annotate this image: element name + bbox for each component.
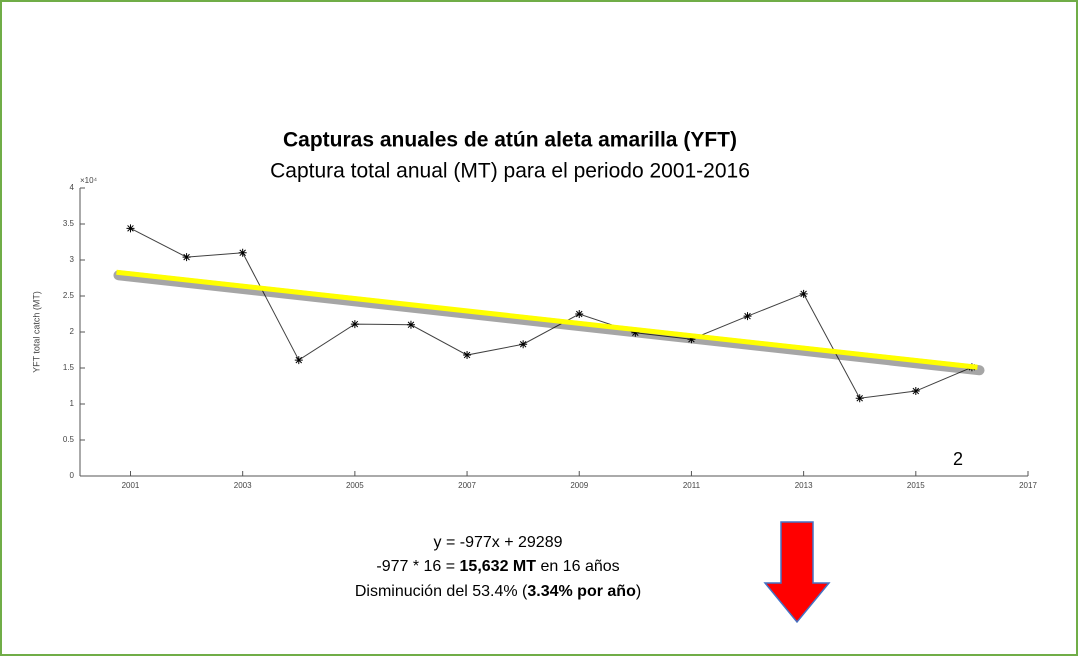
y-tick-label: 0.5 (63, 435, 75, 444)
asterisk-marker (463, 351, 472, 360)
y-tick-label: 4 (70, 183, 75, 192)
trend-line (116, 269, 978, 370)
y-tick-label: 1.5 (63, 363, 75, 372)
x-tick-label: 2005 (346, 481, 364, 490)
asterisk-marker (911, 387, 920, 396)
asterisk-marker (294, 356, 303, 365)
text-part: en 16 años (536, 558, 620, 575)
annotation: 2 (953, 449, 963, 469)
chart-subtitle: Captura total anual (MT) para el periodo… (270, 160, 750, 183)
x-tick-label: 2009 (570, 481, 588, 490)
text-part: ) (636, 583, 641, 600)
x-tick-label: 2003 (234, 481, 252, 490)
asterisk-marker (350, 320, 359, 329)
x-tick-label: 2007 (458, 481, 476, 490)
asterisk-marker (631, 328, 640, 337)
text-part: -977 * 16 = (376, 558, 459, 575)
text-part: Disminución del 53.4% ( (355, 583, 528, 600)
y-tick-label: 0 (70, 471, 75, 480)
text-bold: 15,632 MT (460, 558, 537, 575)
y-tick-label: 1 (70, 399, 75, 408)
asterisk-marker (406, 320, 415, 329)
asterisk-marker (238, 248, 247, 257)
asterisk-marker (126, 224, 135, 233)
percent-decline: Disminución del 53.4% (3.34% por año) (355, 583, 641, 600)
x-tick-label: 2001 (122, 481, 140, 490)
equation: y = -977x + 29289 (434, 534, 563, 551)
text-bold: 3.34% por año (527, 583, 636, 600)
asterisk-marker (687, 335, 696, 344)
total-decline: -977 * 16 = 15,632 MT en 16 años (376, 558, 619, 575)
asterisk-marker (182, 253, 191, 262)
x-tick-label: 2017 (1019, 481, 1037, 490)
y-tick-label: 3 (70, 255, 75, 264)
asterisk-marker (855, 394, 864, 403)
down-arrow (763, 521, 831, 624)
asterisk-marker (519, 340, 528, 349)
data-line (130, 227, 973, 399)
x-tick-label: 2011 (683, 481, 701, 490)
chart-title: Capturas anuales de atún aleta amarilla … (283, 129, 737, 152)
y-exponent: ×10⁴ (80, 176, 98, 185)
trend-shadow (113, 270, 985, 376)
y-tick-label: 2.5 (63, 291, 75, 300)
y-tick-label: 3.5 (63, 219, 75, 228)
asterisk-marker (799, 289, 808, 298)
y-axis-label: YFT total catch (MT) (31, 291, 41, 373)
asterisk-marker (743, 312, 752, 321)
x-tick-label: 2015 (907, 481, 925, 490)
x-tick-label: 2013 (795, 481, 813, 490)
y-tick-label: 2 (70, 327, 75, 336)
asterisk-marker (575, 310, 584, 318)
